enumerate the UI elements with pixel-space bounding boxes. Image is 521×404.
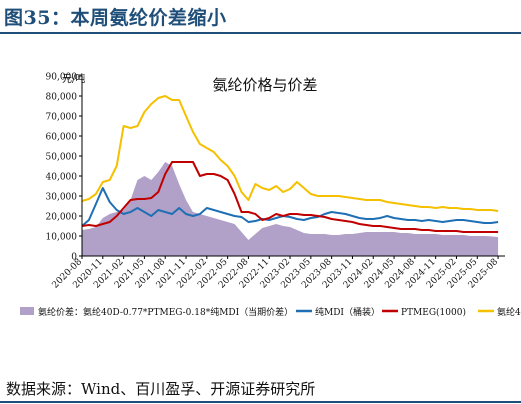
y-tick-label: 90,000 — [46, 73, 78, 83]
y-tick-label: 60,000 — [46, 133, 78, 143]
line-area-chart: 氨纶价格与价差 元/吨 0 10,000 20,000 30,000 40,000 50,… — [0, 60, 521, 336]
legend-label: 氨纶价差：氨纶40D-0.77*PTMEG-0.18*纯MDI（当期价差） — [38, 306, 293, 318]
legend: 氨纶价差：氨纶40D-0.77*PTMEG-0.18*纯MDI（当期价差） 纯MD… — [20, 306, 521, 318]
y-tick-label: 30,000 — [46, 193, 78, 203]
lines-layer — [81, 95, 499, 233]
y-tick-label: 80,000 — [46, 93, 78, 103]
bottom-rule — [0, 401, 521, 403]
series-line-3 — [81, 95, 499, 212]
y-tick-label: 50,000 — [46, 153, 78, 163]
y-axis-unit: 元/吨 — [62, 72, 85, 85]
chart-title: 氨纶价格与价差 — [212, 76, 317, 94]
legend-swatch-area — [20, 307, 34, 315]
series-line-2 — [81, 161, 499, 233]
y-tick-label: 40,000 — [46, 173, 78, 183]
y-tick-label: 0 — [71, 253, 77, 263]
area-layer — [82, 162, 499, 256]
source-note: 数据来源：Wind、百川盈孚、开源证券研究所 — [6, 380, 316, 398]
legend-label: 纯MDI（桶装） — [315, 306, 380, 318]
series-line-1 — [81, 187, 499, 227]
title-rule — [0, 32, 521, 34]
y-tick-label: 10,000 — [46, 233, 78, 243]
chart-background — [0, 60, 521, 336]
legend-label: 氨纶40D — [497, 306, 521, 318]
series-area-spread — [82, 162, 499, 256]
y-tick-label: 20,000 — [46, 213, 78, 223]
figure-title: 图35：本周氨纶价差缩小 — [4, 7, 227, 29]
legend-label: PTMEG(1000) — [401, 307, 466, 318]
y-tick-label: 70,000 — [46, 113, 78, 123]
